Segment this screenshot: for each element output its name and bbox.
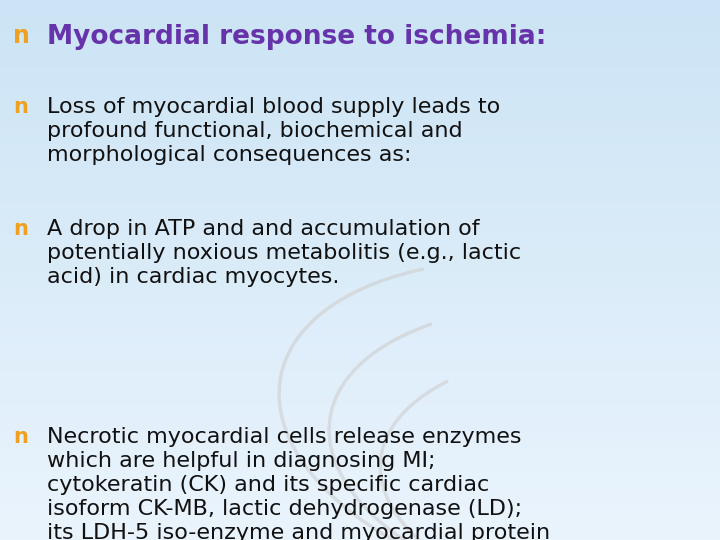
Text: Necrotic myocardial cells release enzymes
which are helpful in diagnosing MI;
cy: Necrotic myocardial cells release enzyme… (47, 427, 550, 540)
Text: Loss of myocardial blood supply leads to
profound functional, biochemical and
mo: Loss of myocardial blood supply leads to… (47, 97, 500, 165)
Text: A drop in ATP and and accumulation of
potentially noxious metabolitis (e.g., lac: A drop in ATP and and accumulation of po… (47, 219, 521, 287)
Text: Myocardial response to ischemia:: Myocardial response to ischemia: (47, 24, 546, 50)
Text: n: n (13, 97, 28, 117)
Text: n: n (13, 24, 30, 48)
Text: n: n (13, 219, 28, 239)
Text: n: n (13, 427, 28, 447)
